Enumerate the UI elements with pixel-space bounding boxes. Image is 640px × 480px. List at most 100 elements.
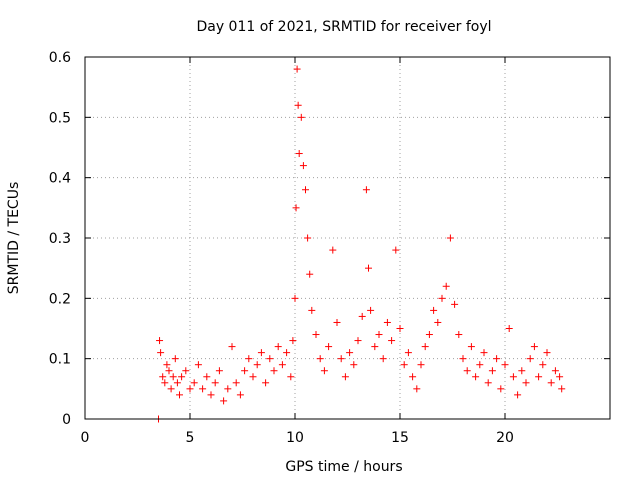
data-point (451, 300, 459, 308)
chart-title: Day 011 of 2021, SRMTID for receiver foy… (196, 19, 491, 35)
data-point (539, 361, 547, 369)
data-point (293, 65, 301, 73)
data-point (159, 373, 167, 381)
data-point (425, 331, 433, 339)
data-point (207, 391, 215, 399)
data-point (459, 355, 467, 363)
data-point (169, 373, 177, 381)
data-point (421, 343, 429, 351)
data-point (497, 385, 505, 393)
data-point (156, 337, 164, 345)
data-point (505, 325, 513, 332)
data-point (493, 355, 501, 363)
data-points (155, 65, 566, 423)
x-tick-label: 15 (391, 430, 409, 446)
data-point (337, 355, 345, 363)
data-point (199, 385, 207, 393)
data-point (379, 355, 387, 363)
data-point (215, 367, 223, 375)
data-point (472, 373, 480, 381)
data-point (375, 331, 383, 339)
data-point (417, 361, 425, 369)
data-point (409, 373, 417, 381)
data-point (434, 318, 442, 326)
data-point (257, 349, 265, 357)
y-axis-label: SRMTID / TECUs (6, 182, 22, 295)
data-point (362, 186, 370, 194)
data-point (446, 234, 454, 242)
data-point (509, 373, 517, 381)
data-point (396, 325, 404, 332)
data-point (341, 373, 349, 381)
data-point (274, 343, 282, 351)
data-point (333, 318, 341, 326)
data-point (365, 264, 372, 272)
data-point (186, 385, 194, 393)
data-point (283, 349, 291, 357)
data-point (236, 391, 244, 399)
data-point (329, 246, 337, 254)
data-point (182, 367, 190, 375)
data-point (413, 385, 421, 393)
data-point (224, 385, 232, 393)
data-point (476, 361, 484, 369)
x-tick-label: 20 (496, 430, 514, 446)
data-point (388, 337, 396, 345)
data-point (173, 379, 181, 387)
data-point (354, 337, 362, 345)
data-point (241, 367, 249, 375)
data-point (358, 312, 366, 320)
data-point (211, 379, 219, 387)
data-point (262, 379, 270, 387)
data-point (232, 379, 240, 387)
data-point (484, 379, 492, 387)
data-point (163, 361, 171, 369)
data-point (488, 367, 496, 375)
data-point (295, 150, 303, 158)
data-point (165, 367, 173, 375)
data-point (167, 385, 175, 393)
data-point (535, 373, 543, 381)
y-tick-label: 0.6 (49, 50, 71, 66)
data-point (278, 361, 286, 369)
data-point (176, 391, 183, 399)
data-point (455, 331, 463, 339)
data-point (442, 282, 450, 290)
data-point (292, 204, 300, 212)
data-point (308, 306, 316, 314)
data-point (270, 367, 278, 375)
grid-lines (85, 57, 610, 419)
data-point (480, 349, 488, 357)
data-point (312, 331, 320, 339)
data-point (161, 379, 169, 387)
y-tick-label: 0 (62, 412, 71, 428)
data-point (266, 355, 274, 363)
data-point (404, 349, 412, 357)
axis-ticks: 0 5 10 15 20 0 0.1 0.2 0.3 0.4 0.5 0.6 (49, 50, 610, 446)
y-tick-label: 0.5 (49, 110, 71, 126)
data-point (501, 361, 509, 369)
data-point (253, 361, 261, 369)
data-point (346, 349, 354, 357)
x-axis-label: GPS time / hours (285, 459, 402, 475)
data-point (302, 186, 309, 194)
data-point (289, 337, 297, 345)
data-point (350, 361, 358, 369)
data-point (467, 343, 475, 351)
y-tick-label: 0.4 (49, 171, 71, 187)
data-point (157, 349, 165, 357)
y-tick-label: 0.2 (49, 291, 71, 307)
data-point (190, 379, 198, 387)
data-point (463, 367, 471, 375)
data-point (514, 391, 522, 399)
y-tick-label: 0.1 (49, 352, 71, 368)
data-point (171, 355, 179, 363)
data-point (306, 270, 314, 278)
y-tick-label: 0.3 (49, 231, 71, 247)
data-point (526, 355, 534, 363)
x-tick-label: 5 (186, 430, 195, 446)
data-point (530, 343, 538, 351)
data-point (178, 373, 186, 381)
data-point (522, 379, 530, 387)
